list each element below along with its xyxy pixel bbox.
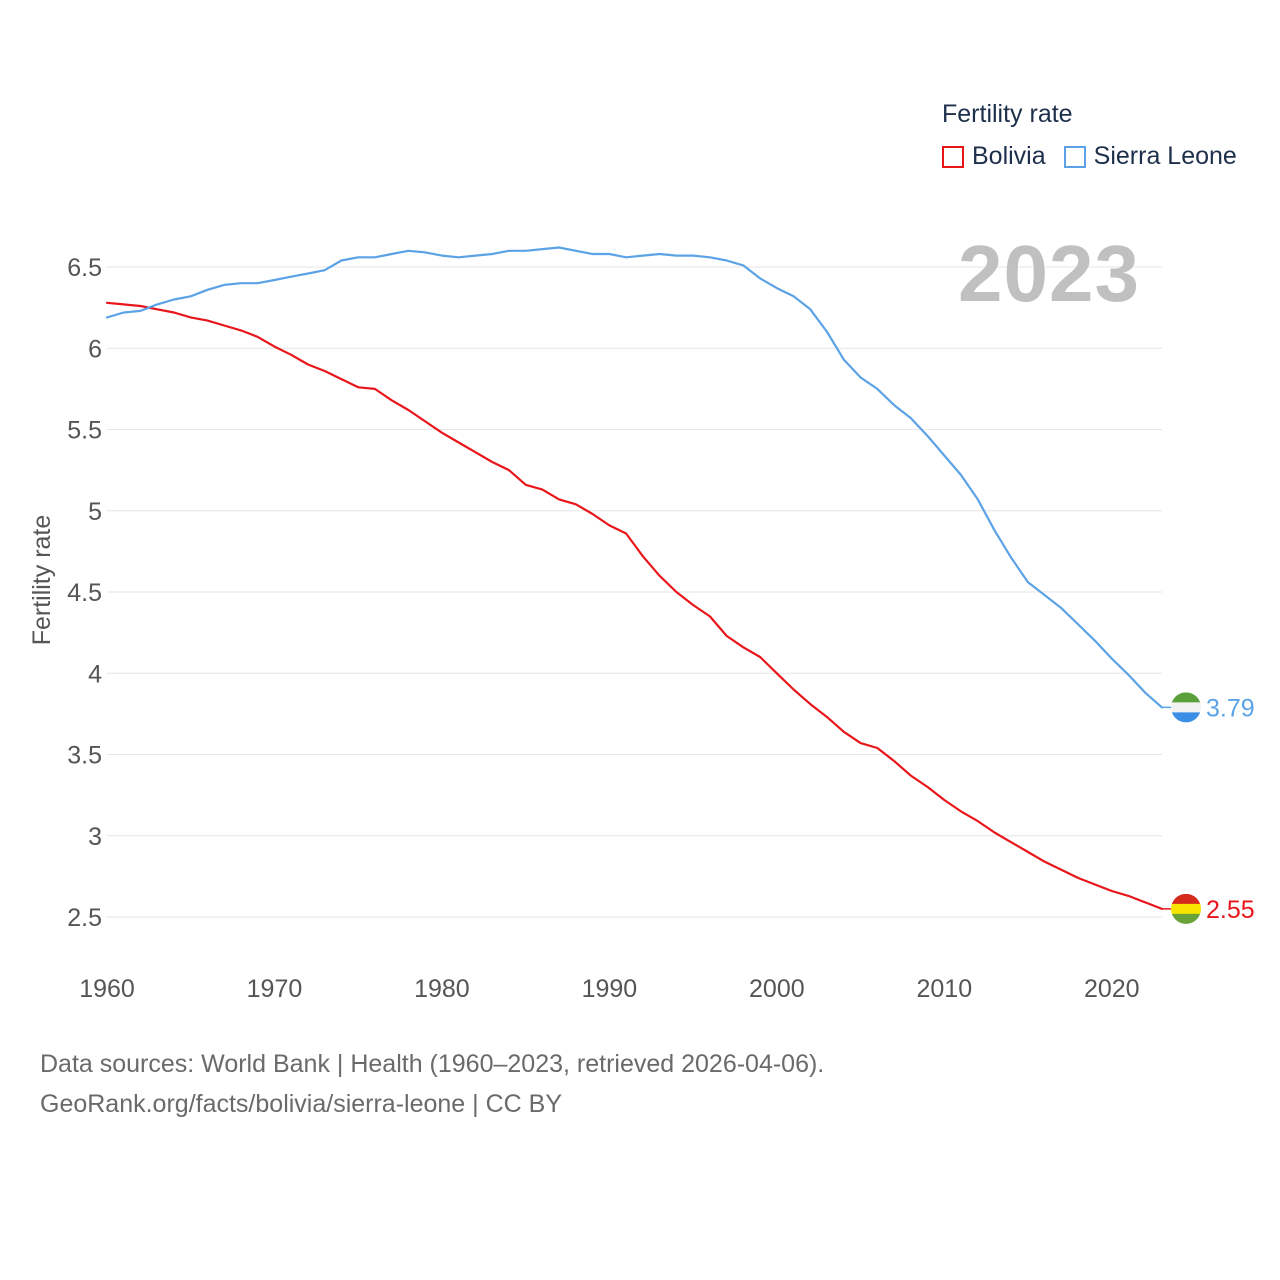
legend-label-sierra-leone: Sierra Leone [1093,142,1237,170]
series-lines [105,246,1164,911]
legend: Bolivia Sierra Leone [942,142,1255,171]
legend-swatch-sierra-leone [1063,145,1086,168]
legend-item-sierra-leone[interactable]: Sierra Leone [1063,142,1237,171]
flag-stripe [1171,903,1201,915]
legend-label-bolivia: Bolivia [972,142,1046,170]
y-axis-label: Fertility rate [28,515,56,646]
legend-item-bolivia[interactable]: Bolivia [942,142,1046,171]
data-sources: Data sources: World Bank | Health (1960–… [40,1044,824,1124]
y-tick-label: 6.5 [67,254,102,282]
x-tick-label: 1970 [247,975,303,1003]
y-tick-label: 4.5 [67,579,102,607]
year-label: 2023 [958,229,1140,318]
sources-line: Data sources: World Bank | Health (1960–… [40,1050,825,1078]
y-tick-label: 5.5 [67,417,102,445]
flag-icon-bolivia [1171,893,1201,924]
flag-icon-sierra-leone [1171,692,1201,723]
y-tick-label: 2.5 [67,904,102,932]
flag-stripe [1171,692,1201,703]
flag-stripe [1171,913,1201,924]
x-axis-ticks: 1960 1970 1980 1990 2000 2010 2020 [79,975,1139,1003]
flag-stripe [1171,893,1201,905]
x-tick-label: 1990 [582,975,638,1003]
x-tick-label: 2010 [916,975,972,1003]
y-tick-label: 6 [88,335,102,363]
y-tick-label: 3.5 [67,742,102,770]
x-tick-label: 2000 [749,975,805,1003]
x-tick-label: 1960 [79,975,135,1003]
end-value-label-sierra-leone: 3.79 [1206,694,1255,722]
series-line-sierra-leone [105,246,1164,709]
x-tick-label: 1980 [414,975,470,1003]
y-tick-label: 4 [88,660,102,688]
series-line-bolivia [105,301,1164,911]
flag-stripe [1171,712,1201,723]
x-tick-label: 2020 [1084,975,1140,1003]
legend-swatch-bolivia [942,145,964,168]
legend-title: Fertility rate [942,100,1073,128]
series-end-markers: 2.55 3.79 [1162,692,1255,924]
grid-lines [107,266,1162,918]
attribution-line: GeoRank.org/facts/bolivia/sierra-leone |… [40,1090,562,1118]
flag-stripe [1171,702,1201,713]
end-value-label-bolivia: 2.55 [1206,896,1255,924]
y-axis-ticks: 2.5 3 3.5 4 4.5 5 5.5 6 6.5 [67,254,102,932]
y-tick-label: 5 [88,498,102,526]
y-tick-label: 3 [88,823,102,851]
